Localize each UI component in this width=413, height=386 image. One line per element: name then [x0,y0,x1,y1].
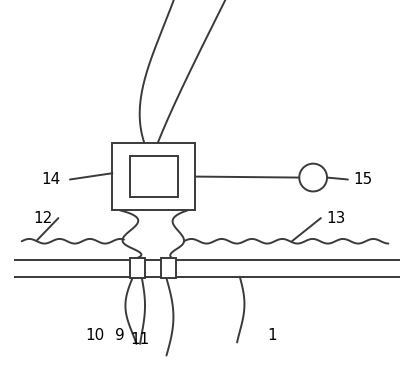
Text: 13: 13 [326,211,345,225]
Bar [161,258,175,278]
Circle shape [299,164,326,191]
Text: 14: 14 [41,172,60,187]
Text: 15: 15 [353,172,372,187]
Bar [130,156,178,197]
Bar [130,258,145,278]
Text: 1: 1 [267,328,277,343]
Text: 12: 12 [33,211,52,225]
Bar [112,143,195,210]
Text: 9: 9 [115,328,125,343]
Text: 10: 10 [85,328,104,343]
Text: 11: 11 [130,332,149,347]
